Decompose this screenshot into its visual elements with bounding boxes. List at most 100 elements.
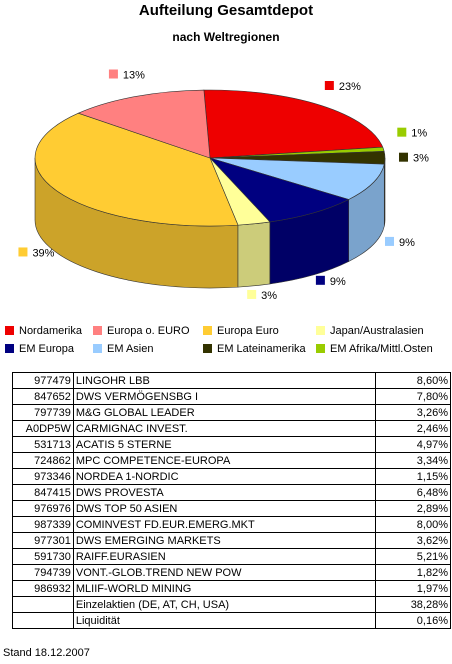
legend-label: EM Lateinamerika — [217, 343, 306, 355]
chart-title: Aufteilung Gesamtdepot — [138, 2, 314, 19]
label-swatch — [398, 152, 408, 162]
table-row: 987339 COMINVEST FD.EUR.EMERG.MKT 8,00% — [12, 516, 451, 533]
label-swatch — [397, 127, 407, 137]
percentage-cell: 1,15% — [375, 468, 451, 485]
data-label: 1% — [411, 128, 427, 140]
percentage-cell: 0,16% — [375, 612, 451, 629]
legend-item: Europa o. EURO — [93, 325, 190, 337]
data-label: 23% — [339, 81, 361, 93]
fund-name-cell: DWS VERMÖGENSBG I — [72, 388, 377, 405]
pie-label-em-afrika-mittl-osten: 1% — [397, 127, 427, 140]
data-label: 9% — [330, 276, 346, 288]
legend-swatch — [316, 344, 325, 353]
table-row: 976976 DWS TOP 50 ASIEN 2,89% — [12, 500, 451, 517]
table-row: 847652 DWS VERMÖGENSBG I 7,80% — [12, 388, 451, 405]
table-row: 977479 LINGOHR LBB 8,60% — [12, 372, 451, 389]
table-row: 531713 ACATIS 5 STERNE 4,97% — [12, 436, 451, 453]
percentage-cell: 4,97% — [375, 436, 451, 453]
wkn-cell: 794739 — [12, 564, 74, 581]
wkn-cell — [12, 596, 74, 613]
wkn-cell: 973346 — [12, 468, 74, 485]
percentage-cell: 5,21% — [375, 548, 451, 565]
wkn-cell: 591730 — [12, 548, 74, 565]
table-row: 794739 VONT.-GLOB.TREND NEW POW 1,82% — [12, 564, 451, 581]
table-row: 986932 MLIIF-WORLD MINING 1,97% — [12, 580, 451, 597]
table-row: 797739 M&G GLOBAL LEADER 3,26% — [12, 404, 451, 421]
percentage-cell: 6,48% — [375, 484, 451, 501]
legend-item: EM Afrika/Mittl.Osten — [316, 343, 433, 355]
legend-label: Japan/Australasien — [330, 325, 424, 337]
data-label: 9% — [399, 237, 415, 249]
fund-name-cell: CARMIGNAC INVEST. — [72, 420, 377, 437]
pie-label-em-lateinamerika: 3% — [398, 152, 429, 165]
fund-name-cell: MPC COMPETENCE-EUROPA — [72, 452, 377, 469]
percentage-cell: 2,46% — [375, 420, 451, 437]
percentage-cell: 38,28% — [375, 596, 451, 613]
legend-label: EM Europa — [19, 343, 75, 355]
label-swatch — [18, 247, 28, 257]
data-label: 39% — [32, 247, 54, 259]
legend-item: EM Europa — [5, 343, 74, 355]
legend-label: Europa o. EURO — [107, 325, 190, 337]
fund-name-cell: COMINVEST FD.EUR.EMERG.MKT — [72, 516, 377, 533]
label-swatch — [315, 275, 325, 285]
fund-name-cell: VONT.-GLOB.TREND NEW POW — [72, 564, 377, 581]
percentage-cell: 8,00% — [375, 516, 451, 533]
pie-label-europa-euro: 39% — [18, 247, 55, 259]
fund-name-cell: Liquidität — [72, 612, 377, 629]
wkn-cell: 847652 — [12, 388, 74, 405]
pie-slice-em-asien — [209, 157, 385, 200]
footer-date: Stand 18.12.2007 — [3, 647, 90, 659]
legend-item: Nordamerika — [5, 325, 82, 337]
legend-swatch — [203, 344, 212, 353]
percentage-cell: 8,60% — [375, 372, 451, 389]
pie-label-em-asien: 9% — [385, 236, 415, 249]
chart-subtitle: nach Weltregionen — [172, 30, 280, 44]
wkn-cell — [12, 612, 74, 629]
wkn-cell: A0DP5W — [12, 420, 74, 437]
percentage-cell: 7,80% — [375, 388, 451, 405]
wkn-cell: 976976 — [12, 500, 74, 517]
percentage-cell: 1,97% — [375, 580, 451, 597]
pie-side-japan-australasien — [237, 221, 271, 288]
fund-name-cell: DWS EMERGING MARKETS — [72, 532, 377, 549]
table-row: Liquidität 0,16% — [12, 612, 451, 629]
fund-name-cell: DWS TOP 50 ASIEN — [72, 500, 377, 517]
wkn-cell: 977479 — [12, 372, 74, 389]
table-row: 591730 RAIFF.EURASIEN 5,21% — [12, 548, 451, 565]
legend-swatch — [316, 326, 325, 335]
wkn-cell: 797739 — [12, 404, 74, 421]
percentage-cell: 3,62% — [375, 532, 451, 549]
wkn-cell: 977301 — [12, 532, 74, 549]
pie-label-europa-o-euro: 13% — [108, 69, 145, 82]
percentage-cell: 2,89% — [375, 500, 451, 517]
legend-swatch — [5, 344, 14, 353]
label-swatch — [385, 236, 395, 246]
holdings-table: 977479 LINGOHR LBB 8,60% 847652 DWS VERMÖGEN… — [12, 372, 451, 629]
legend-label: Europa Euro — [217, 325, 279, 337]
percentage-cell: 3,26% — [375, 404, 451, 421]
wkn-cell: 847415 — [12, 484, 74, 501]
fund-name-cell: MLIIF-WORLD MINING — [72, 580, 377, 597]
pie-slice-europa-o-euro — [77, 89, 211, 159]
fund-name-cell: RAIFF.EURASIEN — [72, 548, 377, 565]
fund-name-cell: Einzelaktien (DE, AT, CH, USA) — [72, 596, 377, 613]
fund-name-cell: DWS PROVESTA — [72, 484, 377, 501]
legend-item: EM Lateinamerika — [203, 343, 306, 355]
legend-label: EM Afrika/Mittl.Osten — [330, 343, 433, 355]
wkn-cell: 987339 — [12, 516, 74, 533]
table-row: 847415 DWS PROVESTA 6,48% — [12, 484, 451, 501]
legend-item: Japan/Australasien — [316, 325, 424, 337]
legend-label: EM Asien — [107, 343, 154, 355]
wkn-cell: 531713 — [12, 436, 74, 453]
table-row: Einzelaktien (DE, AT, CH, USA) 38,28% — [12, 596, 451, 613]
table-row: 977301 DWS EMERGING MARKETS 3,62% — [12, 532, 451, 549]
pie-slice-em-europa — [209, 157, 350, 223]
legend-label: Nordamerika — [19, 325, 82, 337]
pie-slice-europa-euro — [34, 112, 239, 227]
legend-swatch — [93, 326, 102, 335]
legend-item: Europa Euro — [203, 325, 279, 337]
pie-label-em-europa: 9% — [315, 275, 346, 288]
table-row: A0DP5W CARMIGNAC INVEST. 2,46% — [12, 420, 451, 437]
table-row: 724862 MPC COMPETENCE-EUROPA 3,34% — [12, 452, 451, 469]
